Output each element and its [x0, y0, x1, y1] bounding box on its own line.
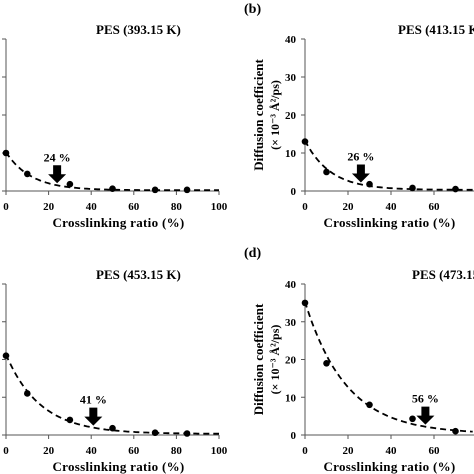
y-tick-label: 20 — [285, 355, 297, 367]
data-point — [323, 168, 330, 176]
y-tick-label: 40 — [285, 279, 297, 291]
data-point — [109, 424, 116, 432]
chart-title: PES (393.15 K) — [96, 22, 181, 37]
data-point — [409, 415, 416, 423]
x-tick-label: 20 — [343, 445, 355, 457]
chart-panel-4: (d) PES (473.15 K) 0 10 20 30 40 0 20 40 60 Crossli… — [244, 246, 474, 474]
data-point — [323, 359, 330, 367]
annotation-arrow — [416, 406, 435, 425]
data-point — [301, 138, 309, 145]
annotation-label: 41 % — [80, 393, 107, 407]
x-axis-title: Crosslinking ratio (%) — [52, 215, 184, 230]
fit-curve — [5, 354, 219, 435]
chart-panel-2: (b) PES (413.15 K) 0 10 20 30 40 0 20 40 60 Crossli… — [244, 2, 474, 230]
x-axis-title: Crosslinking ratio (%) — [323, 215, 455, 230]
panel-label: (b) — [244, 2, 261, 17]
x-tick-label: 60 — [128, 201, 140, 213]
fit-curve — [5, 151, 219, 192]
x-tick-label: 40 — [86, 201, 98, 213]
x-tick-label: 80 — [171, 445, 183, 457]
data-point — [66, 416, 74, 424]
x-tick-label: 100 — [211, 201, 228, 213]
annotation-arrow — [48, 165, 67, 184]
annotation-arrow — [84, 407, 103, 426]
data-point — [2, 352, 10, 360]
data-point — [66, 180, 74, 188]
data-point — [24, 390, 31, 397]
x-tick-label: 60 — [429, 201, 441, 213]
data-point — [183, 430, 191, 437]
x-tick-label: 40 — [86, 445, 98, 457]
x-axis-title: Crosslinking ratio (%) — [52, 459, 184, 474]
y-tick-label: 40 — [285, 34, 297, 46]
y-axis-title: Diffusion coefficient — [251, 59, 266, 171]
y-tick-label: 20 — [285, 110, 297, 122]
chart-panel-3: PES (453.15 K) 0 20 40 60 80 100 Crosslinking r… — [2, 267, 228, 474]
x-tick-label: 40 — [386, 445, 398, 457]
annotation-label: 56 % — [412, 392, 439, 406]
data-point — [2, 149, 10, 157]
annotation-label: 24 % — [44, 150, 71, 164]
chart-title: PES (453.15 K) — [96, 267, 181, 282]
y-axis-unit: (× 10⁻³ Å²/ps) — [268, 80, 282, 150]
data-point — [366, 401, 373, 409]
fit-curve — [304, 140, 473, 191]
y-tick-label: 0 — [291, 430, 297, 442]
x-tick-label: 60 — [429, 445, 441, 457]
fit-curve — [304, 301, 473, 433]
x-tick-label: 60 — [128, 445, 140, 457]
chart-panel-1: PES (393.15 K) 0 20 40 60 80 100 Crosslinking r… — [2, 22, 228, 230]
x-tick-label: 20 — [43, 201, 55, 213]
data-point — [366, 180, 373, 188]
x-tick-label: 0 — [302, 445, 308, 457]
x-tick-label: 100 — [211, 445, 228, 457]
y-tick-label: 30 — [285, 72, 297, 84]
panel-label: (d) — [244, 246, 261, 261]
y-tick-label: 0 — [291, 186, 297, 198]
data-point — [409, 184, 416, 192]
chart-title: PES (413.15 K) — [398, 22, 474, 37]
y-axis-unit: (× 10⁻³ Å²/ps) — [268, 325, 282, 395]
y-axis-title: Diffusion coefficient — [251, 303, 266, 415]
x-tick-label: 0 — [3, 445, 9, 457]
x-tick-label: 20 — [343, 201, 355, 213]
data-point — [24, 170, 31, 178]
data-point — [151, 186, 159, 194]
x-tick-label: 0 — [302, 201, 308, 213]
x-axis-title: Crosslinking ratio (%) — [323, 459, 455, 474]
annotation-arrow — [351, 164, 370, 183]
y-tick-label: 10 — [285, 392, 297, 404]
data-point — [109, 185, 116, 193]
y-tick-label: 10 — [285, 148, 297, 160]
x-tick-label: 80 — [171, 201, 183, 213]
chart-title: PES (473.15 K) — [412, 267, 474, 282]
y-tick-label: 30 — [285, 317, 297, 329]
data-point — [183, 186, 191, 194]
data-point — [301, 299, 309, 307]
x-tick-label: 0 — [3, 201, 9, 213]
data-point — [151, 429, 159, 437]
data-point — [452, 427, 459, 435]
x-tick-label: 20 — [43, 445, 55, 457]
data-point — [452, 185, 459, 193]
x-tick-label: 40 — [386, 201, 398, 213]
annotation-label: 26 % — [347, 149, 374, 163]
